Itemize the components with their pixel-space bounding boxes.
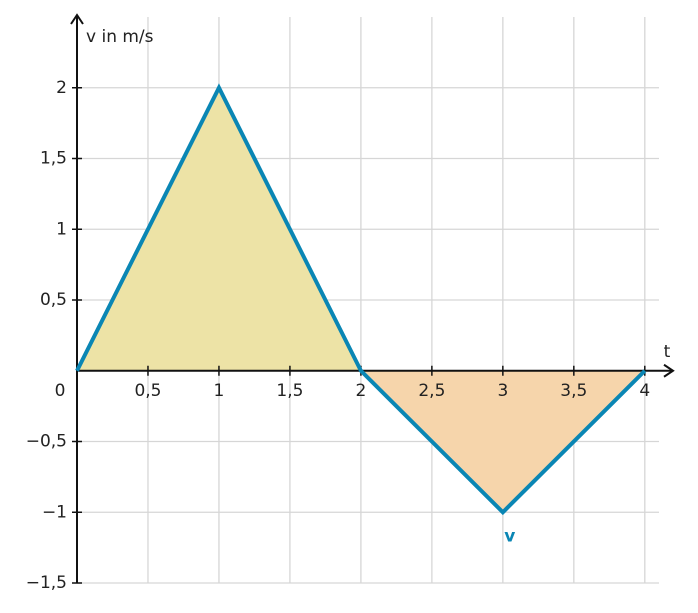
area [77,87,361,371]
series-label: v [504,526,515,546]
y-tick-label: −0,5 [26,432,67,452]
x-tick-label: 0,5 [134,381,161,401]
y-axis-label: v in m/s [86,27,154,47]
y-axis-arrow [70,13,84,25]
y-tick-label: −1 [42,502,67,522]
x-tick-label: 2 [355,381,366,401]
y-tick-label: 0,5 [40,290,67,310]
x-tick-label: 1,5 [276,381,303,401]
x-axis-arrow [663,363,675,378]
y-tick-label: −1,5 [26,573,67,593]
line [75,83,647,516]
y-tick-label: 2 [56,78,67,98]
x-tick-label: 1 [214,381,225,401]
y-tick-label: 1 [56,219,67,239]
x-tick-label: 3,5 [560,381,587,401]
x-tick-label: 4 [639,381,650,401]
x-tick-label: 0 [55,381,66,401]
area [360,370,645,513]
x-axis-label: t [664,342,671,362]
x-tick-label: 3 [497,381,508,401]
x-tick-label: 2,5 [418,381,445,401]
y-tick-label: 1,5 [40,149,67,169]
